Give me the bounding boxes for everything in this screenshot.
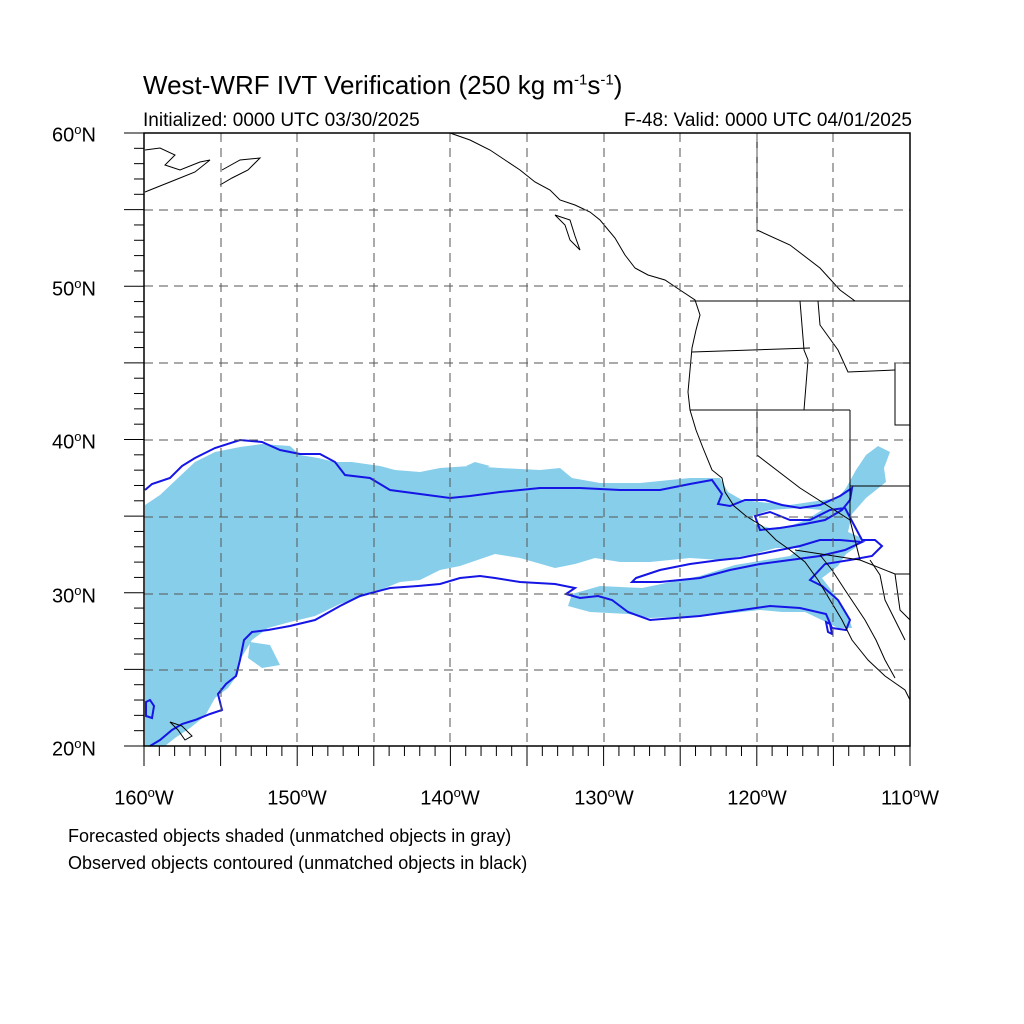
lon-label-120w: 120oW [727, 785, 787, 810]
lat-label-60n: 60oN [52, 122, 96, 147]
lon-label-140w: 140oW [420, 785, 480, 810]
forecast-ivt-object [145, 444, 890, 746]
forecast-fragment-north [466, 462, 490, 470]
lat-label-50n: 50oN [52, 276, 96, 301]
graticule [144, 133, 910, 746]
lat-label-40n: 40oN [52, 429, 96, 454]
lon-label-130w: 130oW [574, 785, 634, 810]
lat-label-20n: 20oN [52, 736, 96, 761]
observed-contour-baja [824, 620, 834, 636]
observed-contour-small [145, 698, 156, 720]
observed-contour-branch [629, 539, 866, 583]
observed-note: Observed objects contoured (unmatched ob… [68, 853, 528, 873]
lon-label-160w: 160oW [114, 785, 174, 810]
map-title: West-WRF IVT Verification (250 kg m-1s-1… [143, 70, 623, 100]
forecast-fragment-south [248, 642, 280, 668]
axis-ticks [124, 132, 911, 766]
lon-label-150w: 150oW [267, 785, 327, 810]
lat-label-30n: 30oN [52, 583, 96, 608]
valid-time: F-48: Valid: 0000 UTC 04/01/2025 [624, 110, 912, 131]
initialized-time: Initialized: 0000 UTC 03/30/2025 [143, 110, 420, 131]
forecast-note: Forecasted objects shaded (unmatched obj… [68, 826, 512, 846]
lon-label-110w: 110oW [880, 785, 940, 810]
coastlines [144, 132, 911, 741]
